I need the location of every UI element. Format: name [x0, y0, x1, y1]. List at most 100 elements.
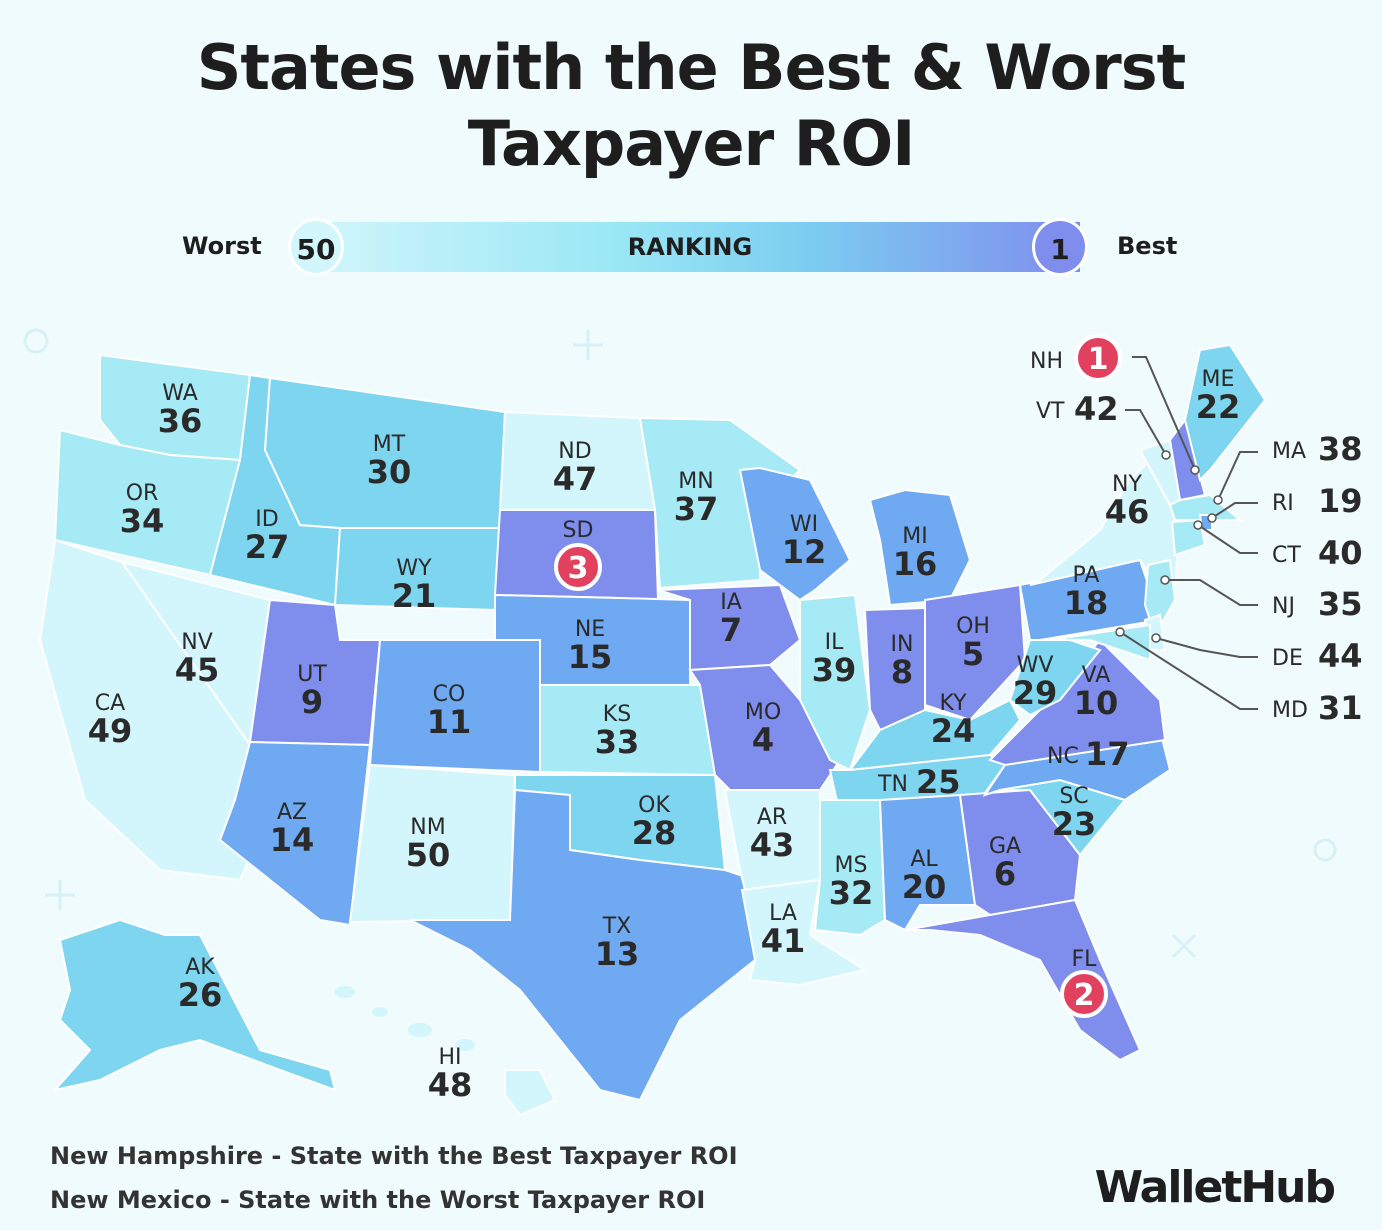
- leader-dot-ma: [1213, 495, 1223, 505]
- state-abbr-pa: PA: [1073, 563, 1100, 588]
- footnote-worst: New Mexico - State with the Worst Taxpay…: [50, 1186, 706, 1214]
- state-rank-ak: 26: [178, 976, 223, 1014]
- state-rank-de: 44: [1318, 637, 1363, 675]
- state-abbr-mo: MO: [745, 700, 781, 725]
- state-rank-ks: 33: [595, 723, 640, 761]
- state-md: [1049, 623, 1151, 662]
- leader-dot-nj: [1160, 575, 1170, 585]
- state-abbr-sd: SD: [563, 518, 594, 543]
- state-rank-tx: 13: [595, 935, 640, 973]
- state-hi-island: [372, 1007, 388, 1017]
- state-abbr-nv: NV: [181, 630, 213, 655]
- wallethub-logo: WalletHub: [1094, 1162, 1336, 1213]
- state-rank-ct: 40: [1318, 534, 1363, 572]
- decor-plus: [45, 880, 75, 910]
- state-abbr-in: IN: [891, 632, 914, 657]
- ranking-legend: Worst RANKING 50 1 Best: [180, 218, 1190, 276]
- legend-best-value: 1: [1032, 218, 1088, 276]
- state-abbr-tn: TN: [877, 772, 908, 797]
- state-hi-island: [455, 1039, 475, 1051]
- leader-line-nh: [1132, 356, 1196, 471]
- state-abbr-nm: NM: [410, 815, 445, 840]
- state-rank-wv: 29: [1013, 674, 1058, 712]
- state-rank-nj: 35: [1318, 585, 1363, 623]
- leader-dot-md: [1115, 627, 1125, 637]
- state-abbr-ms: MS: [835, 853, 868, 878]
- state-abbr-ok: OK: [638, 793, 670, 818]
- state-abbr-va: VA: [1082, 663, 1111, 688]
- state-rank-mi: 16: [893, 545, 938, 583]
- state-hi-island: [408, 1022, 432, 1038]
- state-abbr-nj: NJ: [1272, 594, 1295, 619]
- state-az: [218, 740, 372, 927]
- state-rank-or: 34: [120, 502, 165, 540]
- state-rank-wa: 36: [158, 402, 203, 440]
- legend-worst-label: Worst: [182, 232, 262, 260]
- state-rank-ms: 32: [829, 874, 874, 912]
- state-abbr-la: LA: [769, 901, 797, 926]
- state-oh: [924, 583, 1027, 722]
- top-rank-badge-sd: [554, 543, 602, 591]
- state-abbr-ca: CA: [95, 691, 125, 716]
- state-fl: [904, 898, 1142, 1062]
- leader-line-ct: [1197, 524, 1258, 554]
- state-ak: [52, 918, 337, 1092]
- leader-dot-ri: [1207, 513, 1217, 523]
- state-rank-mn: 37: [674, 490, 719, 528]
- state-abbr-ar: AR: [757, 805, 787, 830]
- state-abbr-wi: WI: [790, 512, 818, 537]
- decor-circle: [23, 328, 49, 354]
- state-abbr-mt: MT: [373, 432, 406, 457]
- state-rank-il: 39: [812, 651, 857, 689]
- state-rank-mo: 4: [752, 721, 774, 759]
- state-rank-sc: 23: [1052, 805, 1097, 843]
- state-rank-md: 31: [1318, 689, 1363, 727]
- state-rank-in: 8: [891, 653, 913, 691]
- legend-worst-value: 50: [288, 218, 344, 276]
- state-rank-tn: 25: [916, 763, 961, 801]
- legend-best-label: Best: [1117, 232, 1178, 260]
- state-wi: [738, 466, 852, 602]
- leader-dot-de: [1151, 633, 1161, 643]
- leader-line-vt: [1125, 409, 1167, 456]
- state-hi: [504, 1069, 557, 1117]
- title-line-2: Taxpayer ROI: [467, 107, 916, 180]
- state-abbr-co: CO: [433, 682, 466, 707]
- state-rank-wy: 21: [392, 577, 437, 615]
- state-rank-ne: 15: [568, 638, 613, 676]
- title-line-1: States with the Best & Worst: [196, 31, 1187, 104]
- state-rank-ny: 46: [1105, 493, 1150, 531]
- state-rank-la: 41: [761, 922, 806, 960]
- state-abbr-nc: NC: [1047, 744, 1079, 769]
- state-abbr-wa: WA: [162, 381, 198, 406]
- leader-dot-ct: [1193, 520, 1203, 530]
- state-abbr-de: DE: [1272, 646, 1303, 671]
- state-abbr-ky: KY: [939, 691, 967, 716]
- state-abbr-ks: KS: [603, 702, 631, 727]
- state-rank-ga: 6: [994, 855, 1016, 893]
- state-abbr-ne: NE: [575, 617, 605, 642]
- state-abbr-ak: AK: [185, 955, 215, 980]
- state-rank-ca: 49: [88, 712, 133, 750]
- state-abbr-nd: ND: [558, 439, 591, 464]
- state-mi: [868, 488, 972, 607]
- decor-circle: [1313, 838, 1337, 862]
- legend-gradient-bar: RANKING: [300, 222, 1080, 272]
- state-abbr-nh: NH: [1030, 349, 1063, 374]
- state-rank-ut: 9: [301, 683, 323, 721]
- state-abbr-mi: MI: [902, 524, 927, 549]
- state-abbr-al: AL: [910, 847, 938, 872]
- state-rank-nh: 1: [1088, 342, 1109, 377]
- leader-line-de: [1155, 637, 1258, 658]
- state-abbr-me: ME: [1202, 367, 1235, 392]
- state-abbr-ri: RI: [1272, 491, 1294, 516]
- state-rank-ri: 19: [1318, 482, 1363, 520]
- decor-plus: [573, 330, 603, 360]
- state-abbr-tx: TX: [602, 914, 632, 939]
- state-rank-nv: 45: [175, 651, 220, 689]
- state-tx: [409, 788, 756, 1102]
- state-abbr-oh: OH: [956, 614, 990, 639]
- state-rank-az: 14: [270, 821, 315, 859]
- state-rank-nd: 47: [553, 460, 598, 498]
